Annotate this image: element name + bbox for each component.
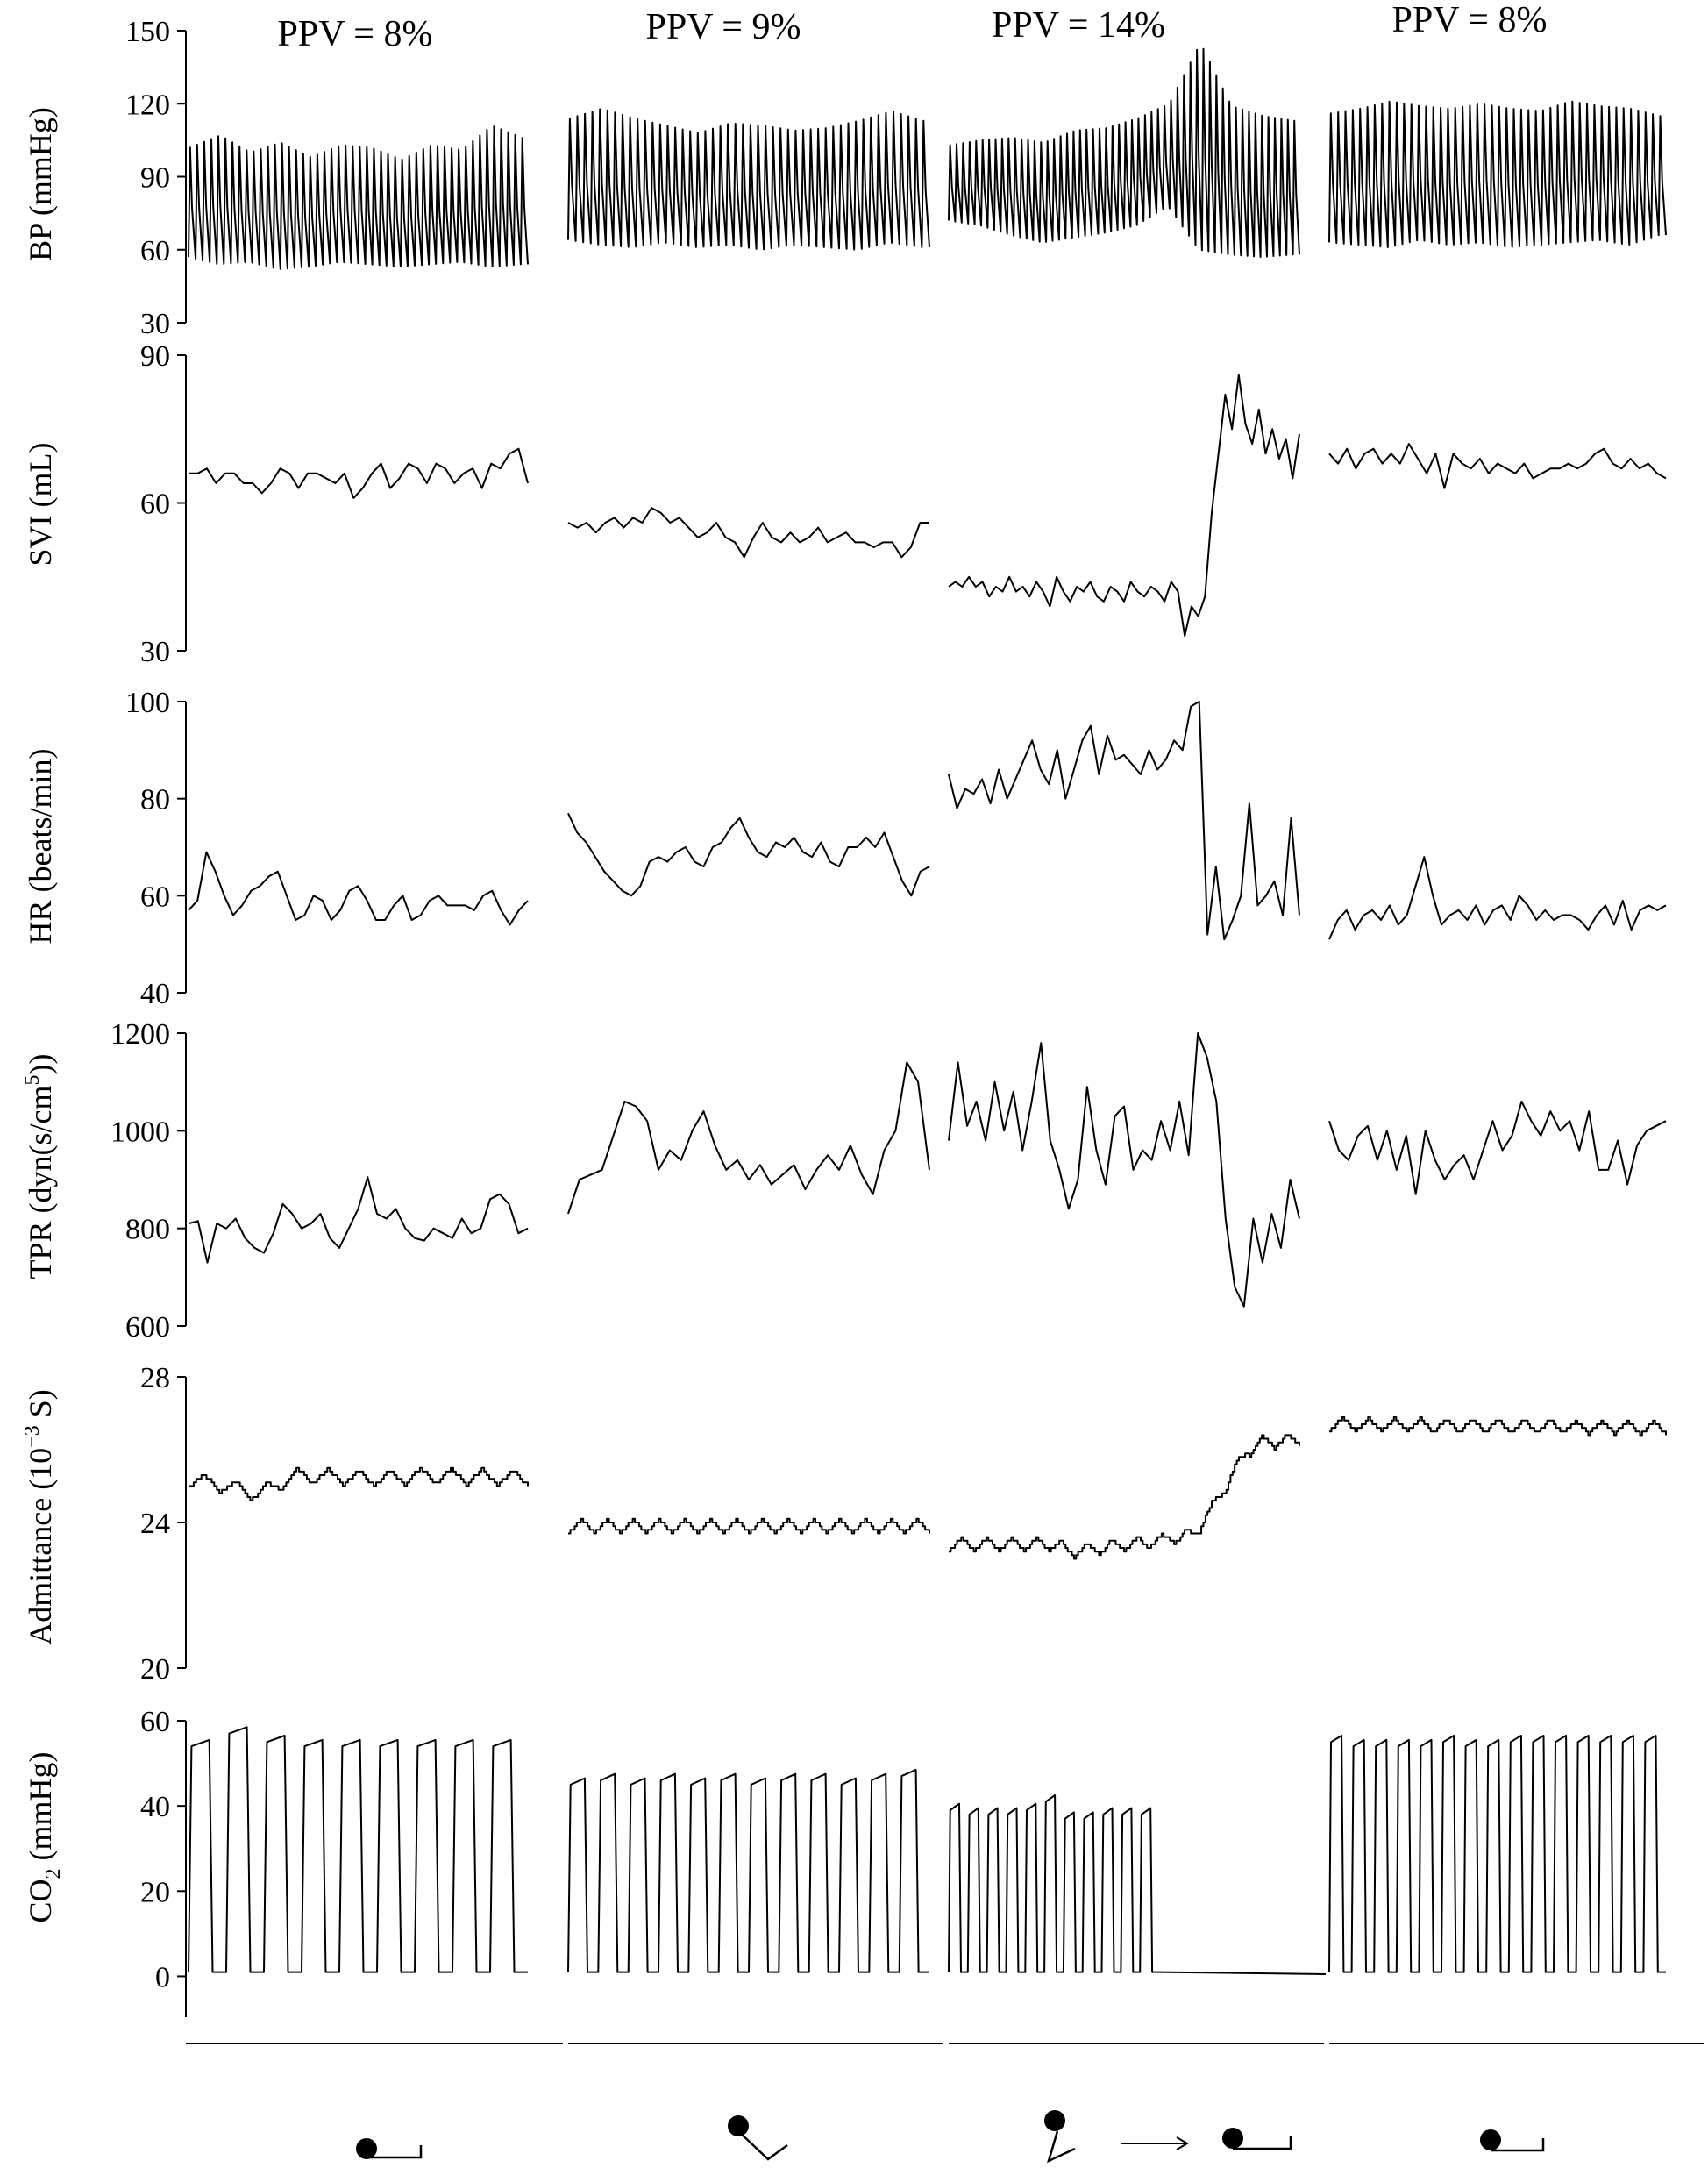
condition-headers: PPV = 8% PPV = 9% PPV = 14% PPV = 8%	[278, 0, 1548, 54]
tpr-panel: 600 800 1000 1200	[110, 1018, 1667, 1344]
co2-trace-3	[948, 1794, 1327, 1975]
tpr-axis-title: TPR (dyn(s/cm5))	[21, 1054, 58, 1280]
hr-tick-label: 60	[140, 881, 170, 913]
bp-axis-title: BP (mmHg)	[23, 107, 58, 261]
adm-trace-3	[949, 1434, 1300, 1560]
supine-icon	[1480, 2129, 1545, 2152]
co2-tick-label: 0	[155, 1961, 170, 1993]
svi-trace-3	[948, 374, 1300, 638]
bp-tick-label: 150	[125, 16, 170, 48]
sitting-icon	[1044, 2110, 1076, 2164]
y-axis-labels: BP (mmHg) SVI (mL) HR (beats/min) TPR (d…	[21, 107, 65, 1922]
adm-panel: 20 24 28	[140, 1362, 1667, 1686]
hr-tick-label: 100	[125, 687, 170, 719]
svi-tick-label: 30	[140, 636, 170, 668]
adm-trace-4	[1329, 1416, 1667, 1437]
hr-trace-1	[188, 851, 529, 926]
admittance-axis-title: Admittance (10−3 S)	[21, 1389, 58, 1645]
hr-tick-label: 40	[140, 978, 170, 1010]
bp-tick-label: 120	[125, 89, 170, 121]
tpr-tick-label: 800	[125, 1214, 170, 1246]
tpr-trace-1	[188, 1176, 529, 1264]
co2-tick-label: 20	[140, 1876, 170, 1908]
hr-trace-3	[948, 701, 1300, 941]
hr-tick-label: 80	[140, 784, 170, 817]
hr-trace-4	[1328, 856, 1667, 940]
svi-tick-label: 90	[140, 340, 170, 373]
co2-trace-2	[567, 1768, 929, 1973]
bp-tick-label: 30	[140, 308, 170, 340]
bp-trace-4	[1328, 100, 1667, 248]
adm-tick-label: 24	[140, 1508, 170, 1540]
co2-trace-4	[1328, 1735, 1666, 1973]
supine-icon	[356, 2138, 423, 2159]
adm-trace-2	[568, 1517, 930, 1535]
posture-icons	[356, 2110, 1545, 2164]
adm-tick-label: 20	[140, 1653, 170, 1686]
co2-tick-label: 40	[140, 1791, 170, 1823]
tpr-tick-label: 1200	[110, 1018, 170, 1051]
ppv-label-3: PPV = 14%	[992, 5, 1165, 46]
bp-trace-3	[948, 47, 1300, 258]
svi-tick-label: 60	[140, 488, 170, 521]
bp-tick-label: 60	[140, 235, 170, 267]
bp-trace-2	[567, 108, 930, 251]
co2-axis-title: CO2 (mmHg)	[23, 1752, 65, 1923]
adm-trace-1	[189, 1466, 529, 1502]
co2-panel: 0 20 40 60	[140, 1706, 1666, 2017]
ppv-label-4: PPV = 8%	[1392, 0, 1548, 40]
svi-trace-4	[1328, 443, 1667, 489]
arrow-icon	[1121, 2136, 1189, 2150]
svi-panel: 30 60 90	[140, 340, 1667, 668]
bp-trace-1	[188, 125, 529, 270]
tpr-trace-4	[1328, 1100, 1667, 1195]
adm-tick-label: 28	[140, 1362, 170, 1394]
svi-axis-title: SVI (mL)	[23, 443, 58, 567]
panels: 3060901201503060904060801006008001000120…	[110, 16, 1667, 2017]
tpr-tick-label: 1000	[110, 1116, 170, 1148]
bp-tick-label: 90	[140, 162, 170, 195]
svi-trace-2	[567, 507, 929, 559]
supine-icon	[1222, 2128, 1292, 2150]
hr-trace-2	[567, 812, 930, 897]
tpr-trace-2	[567, 1061, 930, 1215]
ppv-label-1: PPV = 8%	[278, 14, 433, 54]
tpr-trace-3	[948, 1032, 1300, 1308]
svi-trace-1	[189, 447, 529, 499]
ppv-label-2: PPV = 9%	[646, 7, 801, 47]
hr-axis-title: HR (beats/min)	[23, 749, 58, 945]
co2-tick-label: 60	[140, 1706, 170, 1738]
co2-trace-1	[188, 1726, 528, 1973]
tpr-tick-label: 600	[125, 1311, 170, 1344]
bp-panel: 30 60 90 120 150	[125, 16, 1667, 340]
hr-panel: 40 60 80 100	[125, 687, 1667, 1010]
legs-raised-icon	[728, 2115, 788, 2161]
